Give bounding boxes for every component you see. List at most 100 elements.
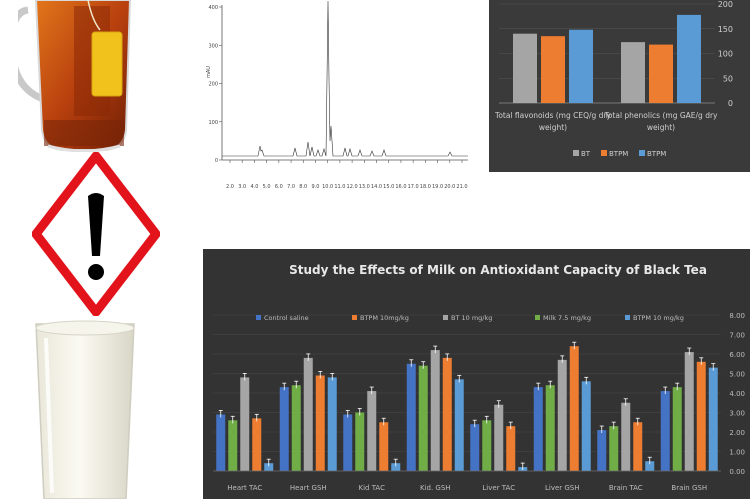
legend-swatch [256, 315, 261, 320]
bar [343, 414, 353, 471]
y-tick-label: 0 [728, 99, 733, 108]
bar [470, 424, 480, 471]
y-tick-label: 4.00 [729, 390, 745, 398]
bar [482, 420, 492, 471]
bar [541, 36, 565, 103]
bar [677, 14, 701, 104]
y-tick-label: 0.00 [729, 468, 745, 476]
legend-swatch [352, 315, 357, 320]
bar [355, 412, 365, 471]
bar [379, 422, 389, 471]
x-tick-label: 2.0 [226, 184, 234, 188]
bar [264, 463, 274, 471]
x-tick-label: Brain GSH [671, 484, 707, 492]
y-tick-label: 5.00 [729, 371, 745, 379]
y-tick-label: 200 [718, 0, 733, 9]
bar [406, 363, 416, 471]
legend-label: BTPM 10 mg/kg [633, 314, 684, 322]
legend-label: Milk 7.5 mg/kg [543, 314, 591, 322]
y-tick-label: 8.00 [729, 312, 745, 320]
x-tick-label: Liver GSH [545, 484, 580, 492]
bar [216, 414, 226, 471]
x-tick-label: weight) [647, 123, 675, 132]
bar [533, 387, 543, 471]
bar [672, 387, 682, 471]
bar [513, 33, 537, 104]
x-tick-label: 16.0 [395, 184, 406, 188]
y-tick-label: 7.00 [729, 332, 745, 340]
legend-swatch [535, 315, 540, 320]
exclamation-hazard-icon [32, 152, 160, 316]
bar [291, 385, 301, 471]
x-tick-label: Kid TAC [359, 484, 386, 492]
y-axis-label: mAU [206, 66, 212, 78]
bar [609, 426, 619, 471]
bar [315, 375, 325, 471]
y-tick-label: 200 [208, 82, 218, 88]
x-tick-label: 9.0 [311, 184, 319, 188]
bar [696, 361, 706, 471]
x-tick-label: Heart TAC [227, 484, 262, 492]
y-tick-label: 150 [718, 25, 733, 34]
chromatogram-trace [222, 0, 468, 157]
legend-label: Control saline [264, 314, 309, 322]
x-tick-label: Heart GSH [290, 484, 327, 492]
x-tick-label: 19.0 [432, 184, 443, 188]
bar [303, 357, 313, 471]
bar [621, 402, 631, 471]
y-tick-label: 0 [215, 158, 218, 164]
bar [708, 367, 718, 471]
bar [581, 381, 591, 471]
bar [660, 391, 670, 471]
legend-swatch [573, 150, 579, 156]
bar [240, 377, 250, 471]
y-tick-label: 50 [723, 74, 733, 83]
milk-glass-icon [35, 320, 135, 499]
bar [442, 357, 452, 471]
x-tick-label: 21.0 [456, 184, 467, 188]
x-tick-label: 18.0 [420, 184, 431, 188]
x-tick-label: 7.0 [287, 184, 295, 188]
x-tick-label: 15.0 [383, 184, 394, 188]
bar [506, 426, 516, 471]
bar [279, 387, 289, 471]
x-tick-label: Kid. GSH [420, 484, 451, 492]
bar [418, 365, 428, 471]
bar [569, 29, 593, 104]
bar [367, 391, 377, 471]
bar [228, 420, 238, 471]
bar [252, 418, 262, 471]
bar [494, 404, 504, 471]
y-tick-label: 3.00 [729, 410, 745, 418]
bar [633, 422, 643, 471]
x-tick-label: Total phenolics (mg GAE/g dry [604, 111, 719, 120]
legend-label: BTPM 10mg/kg [360, 314, 409, 322]
y-tick-label: 300 [208, 43, 218, 49]
bar [569, 346, 579, 471]
x-tick-label: 11.0 [334, 184, 345, 188]
x-tick-label: 5.0 [263, 184, 271, 188]
legend-swatch [443, 315, 448, 320]
bar [557, 359, 567, 471]
x-tick-label: 17.0 [408, 184, 419, 188]
x-tick-label: 3.0 [238, 184, 246, 188]
bar [621, 42, 645, 103]
x-tick-label: 12.0 [347, 184, 358, 188]
bar [649, 44, 673, 103]
x-tick-label: weight) [539, 123, 567, 132]
x-tick-label: Brain TAC [609, 484, 643, 492]
x-tick-label: 8.0 [299, 184, 307, 188]
x-tick-label: 14.0 [371, 184, 382, 188]
bar [391, 463, 401, 471]
bar [454, 379, 464, 471]
bar [545, 385, 555, 471]
y-tick-label: 2.00 [729, 429, 745, 437]
y-tick-label: 1.00 [729, 449, 745, 457]
x-tick-label: 4.0 [250, 184, 258, 188]
legend-label: BTPM [647, 150, 666, 158]
chromatogram-plot: 400 300 200 100 0 mAU 2.0 3.0 4.0 5.0 6.0 7.0 8.0 9.0… [200, 0, 473, 188]
y-tick-label: 100 [718, 50, 733, 59]
bar [430, 350, 440, 471]
x-tick-label: 13.0 [359, 184, 370, 188]
legend-swatch [625, 315, 630, 320]
